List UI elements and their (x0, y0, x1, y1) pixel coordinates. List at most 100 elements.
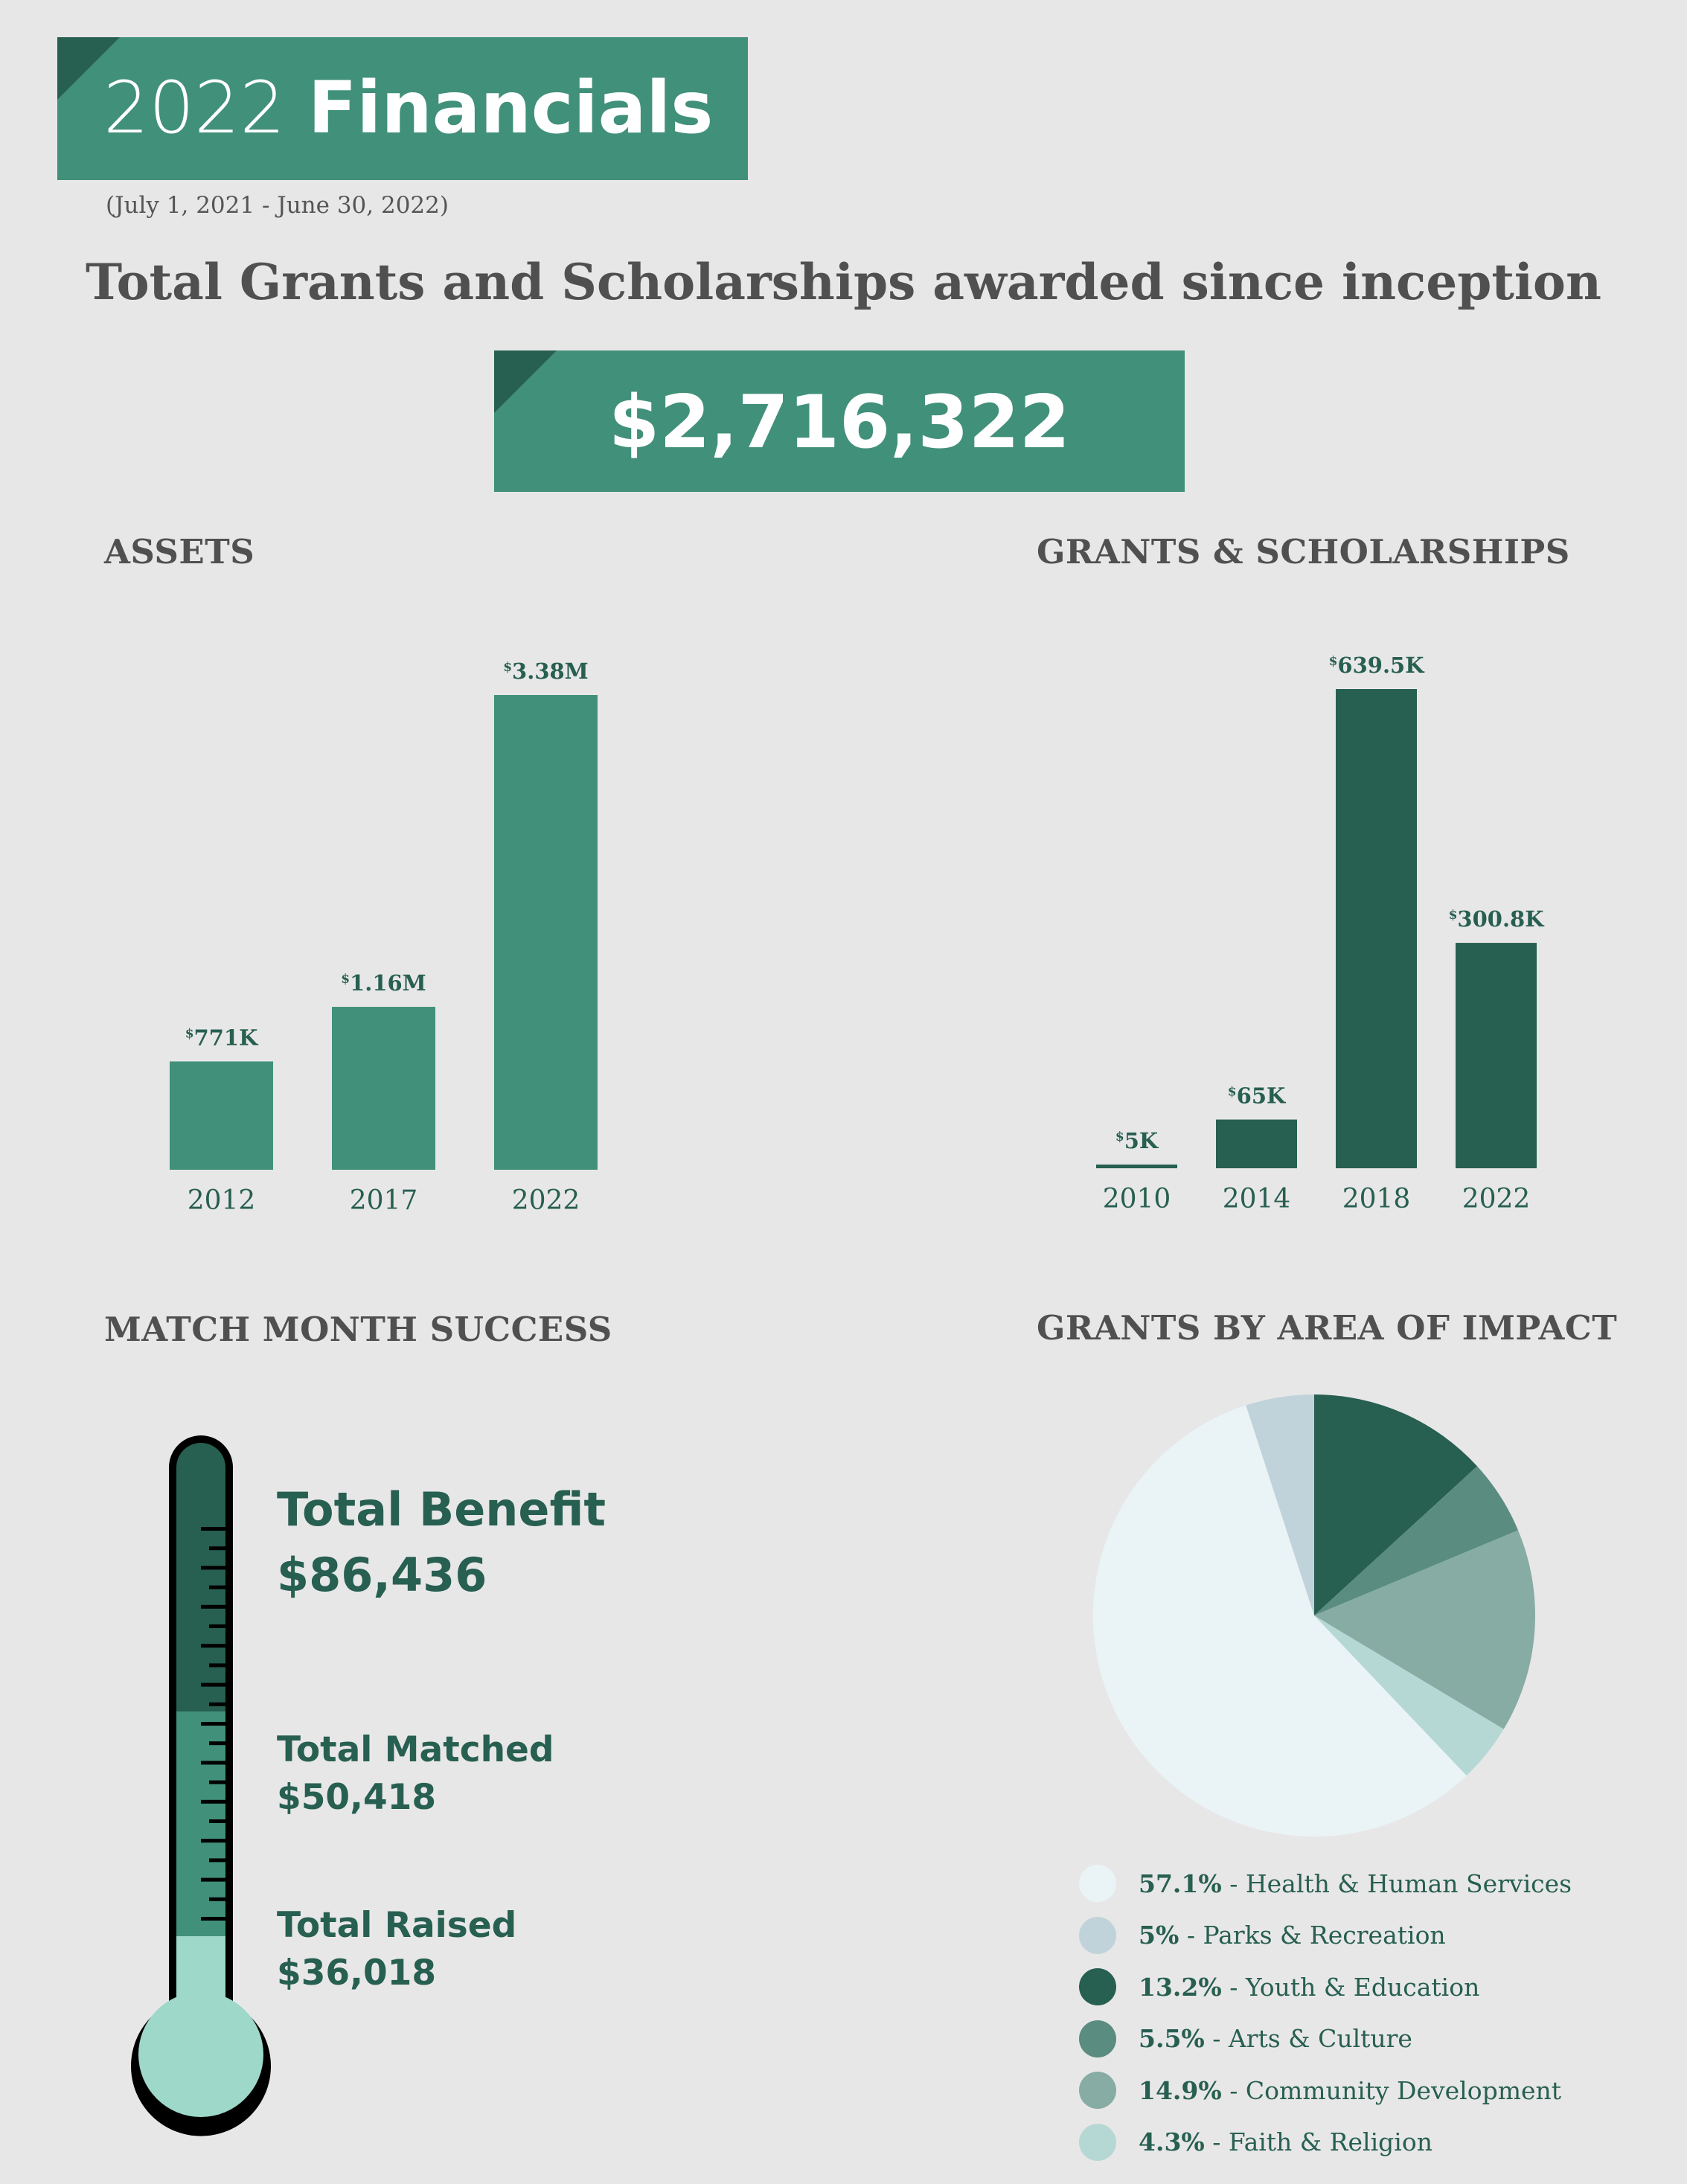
thermometer-tick (201, 1566, 225, 1570)
assets-bar-2022 (494, 695, 598, 1170)
legend-label: 5% - Parks & Recreation (1139, 1921, 1446, 1950)
assets-category-label: 2012 (188, 1185, 256, 1216)
thermometer-tick (209, 1546, 225, 1551)
matched-value: $50,418 (277, 1777, 437, 1818)
legend-label: 5.5% - Arts & Culture (1139, 2024, 1412, 2053)
thermometer-tick (209, 1663, 225, 1668)
raised-value: $36,018 (277, 1953, 437, 1994)
pie-slice (1314, 1615, 1504, 1776)
page-title: 2022 Financials (103, 67, 713, 149)
legend-label: 13.2% - Youth & Education (1139, 1973, 1479, 2002)
match-title: MATCH MONTH SUCCESS (104, 1310, 612, 1349)
pie-slice (1314, 1394, 1478, 1615)
thermometer-tick (209, 1741, 225, 1746)
legend-category: - Health & Human Services (1221, 1868, 1572, 1898)
banner-corner (57, 37, 120, 100)
headline: Total Grants and Scholarships awarded si… (86, 253, 1601, 311)
thermometer-tick (201, 1761, 225, 1765)
legend-item: 5% - Parks & Recreation (1079, 1916, 1446, 1955)
legend-label: 4.3% - Faith & Religion (1139, 2127, 1432, 2156)
benefit-value: $86,436 (277, 1548, 487, 1602)
grants-bar-2018 (1336, 689, 1417, 1168)
thermometer-tick (209, 1858, 225, 1863)
thermometer-tick (201, 1877, 225, 1882)
legend-percent: 5.5% (1139, 2024, 1205, 2053)
legend-percent: 13.2% (1139, 1972, 1222, 2002)
total-amount: $2,716,322 (609, 380, 1070, 465)
benefit-label: Total Benefit (277, 1482, 606, 1537)
assets-category-label: 2022 (512, 1185, 580, 1216)
legend-percent: 57.1% (1139, 1868, 1222, 1898)
thermometer-bulb (138, 1992, 263, 2117)
impact-title: GRANTS BY AREA OF IMPACT (1037, 1308, 1618, 1348)
assets-value-label: $3.38M (503, 659, 589, 684)
grants-bar-2010 (1096, 1164, 1177, 1168)
assets-bar-2012 (170, 1061, 273, 1170)
pie-slice (1314, 1466, 1519, 1615)
legend-percent: 4.3% (1139, 2127, 1205, 2156)
thermometer-tick (201, 1527, 225, 1531)
thermometer-tick (201, 1917, 225, 1921)
legend-swatch (1079, 2072, 1116, 2109)
thermometer-ticks (201, 1527, 225, 1921)
assets-category-label: 2017 (350, 1185, 418, 1216)
legend-item: 5.5% - Arts & Culture (1079, 2020, 1412, 2058)
legend-item: 13.2% - Youth & Education (1079, 1967, 1479, 2006)
pie-slice (1314, 1530, 1536, 1729)
grants-value-label: $5K (1115, 1128, 1159, 1153)
legend-label: 57.1% - Health & Human Services (1139, 1869, 1572, 1898)
thermometer-tick (201, 1799, 225, 1804)
thermometer-tick (201, 1682, 225, 1687)
title-word: Financials (307, 66, 714, 150)
raised-label: Total Raised (277, 1905, 517, 1946)
grants-category-label: 2018 (1342, 1184, 1411, 1214)
legend-percent: 14.9% (1139, 2075, 1222, 2105)
pie-slice (1092, 1405, 1467, 1837)
title-year: 2022 (103, 66, 286, 150)
legend-swatch (1079, 1916, 1116, 1954)
thermometer-tick (209, 1585, 225, 1589)
grants-value-label: $65K (1228, 1083, 1287, 1109)
assets-bar-2017 (332, 1007, 435, 1170)
legend-category: - Youth & Education (1221, 1972, 1480, 2002)
grants-category-label: 2022 (1462, 1184, 1531, 1214)
grants-title: GRANTS & SCHOLARSHIPS (1037, 532, 1570, 571)
legend-swatch (1079, 1865, 1116, 1902)
thermometer-tick (209, 1897, 225, 1901)
legend-label: 14.9% - Community Development (1139, 2076, 1561, 2105)
grants-category-label: 2010 (1103, 1184, 1171, 1214)
grants-value-label: $300.8K (1449, 906, 1546, 932)
thermometer-tick (209, 1780, 225, 1784)
thermometer-tick (201, 1604, 225, 1609)
legend-swatch (1079, 1968, 1116, 2005)
grants-category-label: 2014 (1223, 1184, 1291, 1214)
assets-title: ASSETS (104, 532, 255, 571)
thermometer-tick (209, 1624, 225, 1628)
pie-slice (1246, 1394, 1314, 1615)
grants-bar-2014 (1216, 1119, 1297, 1168)
thermometer-tick (209, 1819, 225, 1823)
total-amount-box: $2,716,322 (494, 350, 1185, 492)
title-banner: 2022 Financials (57, 37, 748, 180)
legend-category: - Arts & Culture (1204, 2024, 1412, 2053)
legend-category: - Faith & Religion (1204, 2127, 1432, 2156)
legend-swatch (1079, 2020, 1116, 2057)
grants-value-label: $639.5K (1329, 653, 1426, 678)
fiscal-period: (July 1, 2021 - June 30, 2022) (106, 192, 449, 219)
thermometer-tick (201, 1644, 225, 1648)
assets-value-label: $771K (185, 1025, 259, 1050)
legend-category: - Parks & Recreation (1179, 1921, 1446, 1950)
thermometer-tick (201, 1722, 225, 1726)
legend-category: - Community Development (1221, 2075, 1562, 2105)
legend-item: 4.3% - Faith & Religion (1079, 2123, 1432, 2162)
total-box-corner (494, 350, 557, 413)
legend-item: 57.1% - Health & Human Services (1079, 1864, 1572, 1903)
legend-percent: 5% (1139, 1921, 1179, 1950)
grants-bar-2022 (1456, 943, 1537, 1168)
legend-swatch (1079, 2123, 1116, 2161)
legend-item: 14.9% - Community Development (1079, 2071, 1561, 2110)
matched-label: Total Matched (277, 1729, 554, 1770)
